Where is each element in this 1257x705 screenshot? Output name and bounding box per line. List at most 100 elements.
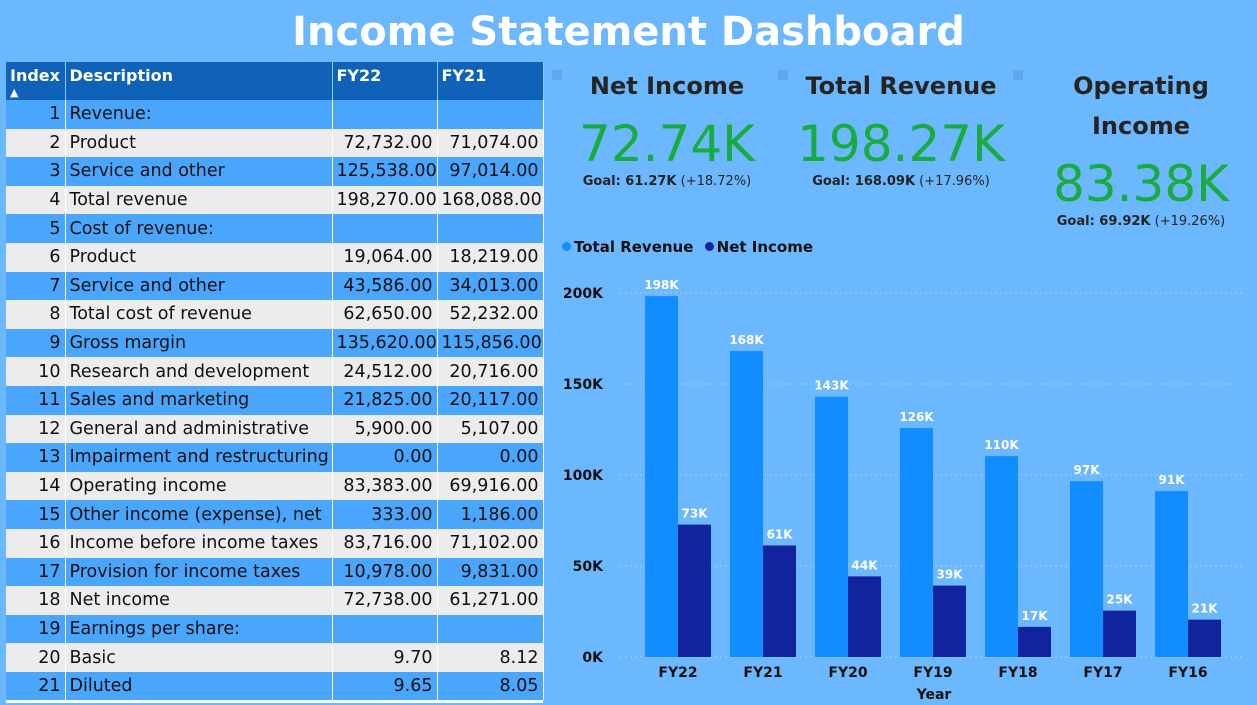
cell-description: Total revenue [65, 185, 333, 215]
bar-net-income[interactable] [1103, 610, 1136, 657]
table-row[interactable]: 8 Total cost of revenue 62,650.00 52,232.00 [6, 300, 544, 329]
cell-fy22: 198,270.00 [332, 185, 438, 215]
table-row[interactable]: 7 Service and other 43,586.00 34,013.00 [6, 271, 544, 301]
table-row[interactable]: 13 Impairment and restructuring 0.00 0.00 [6, 443, 544, 472]
income-statement-table[interactable]: Index ▲ Description FY22 FY21 1 Revenue: 2… [6, 62, 544, 703]
cell-description: Basic [65, 643, 333, 672]
x-tick-label: FY21 [743, 665, 782, 681]
bar-total-revenue[interactable] [985, 456, 1018, 657]
x-tick-label: FY16 [1168, 665, 1207, 681]
cell-description: Revenue: [65, 100, 333, 129]
page-title: Income Statement Dashboard [292, 9, 965, 55]
cell-fy22: 43,586.00 [332, 271, 438, 301]
cell-index: 3 [6, 157, 66, 186]
column-header-fy22[interactable]: FY22 [332, 62, 438, 100]
data-label: 143K [814, 379, 849, 393]
column-header-fy21[interactable]: FY21 [437, 62, 544, 100]
bar-net-income[interactable] [933, 585, 966, 657]
cell-index: 12 [6, 414, 66, 444]
cell-fy22: 19,064.00 [332, 242, 438, 272]
cell-fy21: 8.12 [437, 643, 544, 672]
legend-dot-icon [562, 242, 571, 251]
sort-ascending-icon[interactable]: ▲ [10, 86, 19, 99]
bar-net-income[interactable] [848, 576, 881, 657]
kpi-card-net-income[interactable]: Net Income 72.74K Goal: 61.27K (+18.72%) [552, 66, 782, 190]
bar-net-income[interactable] [1188, 619, 1221, 657]
cell-fy22: 21,825.00 [332, 385, 438, 415]
revenue-income-bar-chart[interactable]: 0K 50K 100K 150K 200K 198K 73K FY22 168K 61K FY21 1… [545, 270, 1251, 702]
kpi-card-operating-income[interactable]: Operating Income 83.38K Goal: 69.92K (+1… [1025, 66, 1257, 230]
column-header-label: Index [10, 66, 60, 85]
cell-fy21: 52,232.00 [437, 300, 544, 329]
bar-total-revenue[interactable] [1070, 481, 1103, 657]
table-row[interactable]: 9 Gross margin 135,620.00 115,856.00 [6, 328, 544, 358]
y-tick-label: 0K [582, 650, 604, 666]
data-label: 61K [767, 527, 794, 541]
cell-description: Total cost of revenue [65, 300, 333, 329]
table-row[interactable]: 12 General and administrative 5,900.00 5,10… [6, 414, 544, 444]
data-label: 97K [1074, 463, 1101, 477]
bar-total-revenue[interactable] [645, 296, 678, 657]
table-row[interactable]: 6 Product 19,064.00 18,219.00 [6, 242, 544, 272]
y-tick-label: 50K [573, 559, 604, 575]
card-handle-icon [552, 70, 562, 80]
bar-net-income[interactable] [678, 524, 711, 657]
bar-total-revenue[interactable] [900, 427, 933, 657]
cell-fy22: 62,650.00 [332, 300, 438, 329]
table-row[interactable]: 3 Service and other 125,538.00 97,014.00 [6, 157, 544, 186]
table-row[interactable]: 15 Other income (expense), net 333.00 1,186… [6, 500, 544, 529]
cell-fy21: 20,117.00 [437, 385, 544, 415]
kpi-value: 83.38K [1053, 155, 1229, 213]
kpi-goal-label: Goal: 69.92K [1056, 214, 1151, 229]
chart-legend[interactable]: Total Revenue Net Income [562, 238, 819, 256]
cell-fy21: 71,074.00 [437, 128, 544, 158]
card-handle-icon [1013, 70, 1023, 80]
table-row[interactable]: 17 Provision for income taxes 10,978.00 9,8… [6, 557, 544, 587]
kpi-label: Net Income [589, 72, 745, 100]
y-tick-label: 200K [563, 286, 604, 302]
kpi-value: 198.27K [797, 115, 1005, 173]
cell-fy22: 5,900.00 [332, 414, 438, 444]
cell-fy22: 9.65 [332, 671, 438, 701]
legend-dot-icon [704, 242, 714, 251]
table-row[interactable]: 5 Cost of revenue: [6, 214, 544, 243]
kpi-goal-delta: (+19.26%) [1154, 214, 1226, 229]
table-row[interactable]: 1 Revenue: [6, 100, 544, 129]
table-row[interactable]: 20 Basic 9.70 8.12 [6, 643, 544, 672]
data-label: 73K [682, 507, 709, 521]
cell-fy22: 72,738.00 [332, 586, 438, 615]
cell-fy21: 1,186.00 [437, 500, 544, 529]
legend-item-net-income[interactable]: Net Income [704, 238, 813, 256]
bar-net-income[interactable] [763, 545, 796, 657]
cell-fy22: 125,538.00 [332, 157, 438, 186]
table-row[interactable]: 2 Product 72,732.00 71,074.00 [6, 128, 544, 158]
table-row[interactable]: 14 Operating income 83,383.00 69,916.00 [6, 471, 544, 501]
cell-fy21: 5,107.00 [437, 414, 544, 444]
bar-total-revenue[interactable] [730, 351, 763, 657]
cell-index: 21 [6, 671, 66, 701]
table-row[interactable]: 11 Sales and marketing 21,825.00 20,117.00 [6, 385, 544, 415]
bar-net-income[interactable] [1018, 626, 1051, 657]
cell-index: 5 [6, 214, 66, 243]
table-row[interactable]: 21 Diluted 9.65 8.05 [6, 671, 544, 701]
table-row[interactable]: 18 Net income 72,738.00 61,271.00 [6, 586, 544, 615]
table-row[interactable]: 16 Income before income taxes 83,716.00 71,… [6, 528, 544, 558]
cell-fy21 [437, 214, 544, 243]
bar-total-revenue[interactable] [815, 396, 848, 657]
cell-index: 4 [6, 185, 66, 215]
cell-fy21: 34,013.00 [437, 271, 544, 301]
legend-item-total-revenue[interactable]: Total Revenue [562, 238, 693, 256]
column-header-description[interactable]: Description [65, 62, 333, 100]
column-header-index[interactable]: Index ▲ [6, 62, 66, 100]
cell-description: Other income (expense), net [65, 500, 333, 529]
bar-total-revenue[interactable] [1155, 491, 1188, 657]
cell-fy22: 9.70 [332, 643, 438, 672]
cell-fy21: 20,716.00 [437, 357, 544, 386]
kpi-card-total-revenue[interactable]: Total Revenue 198.27K Goal: 168.09K (+17… [786, 66, 1016, 190]
cell-description: Cost of revenue: [65, 214, 333, 243]
cell-description: Net income [65, 586, 333, 615]
table-row[interactable]: 19 Earnings per share: [6, 614, 544, 644]
table-row[interactable]: 10 Research and development 24,512.00 20,71… [6, 357, 544, 386]
table-row[interactable]: 4 Total revenue 198,270.00 168,088.00 [6, 185, 544, 215]
cell-fy22: 10,978.00 [332, 557, 438, 587]
